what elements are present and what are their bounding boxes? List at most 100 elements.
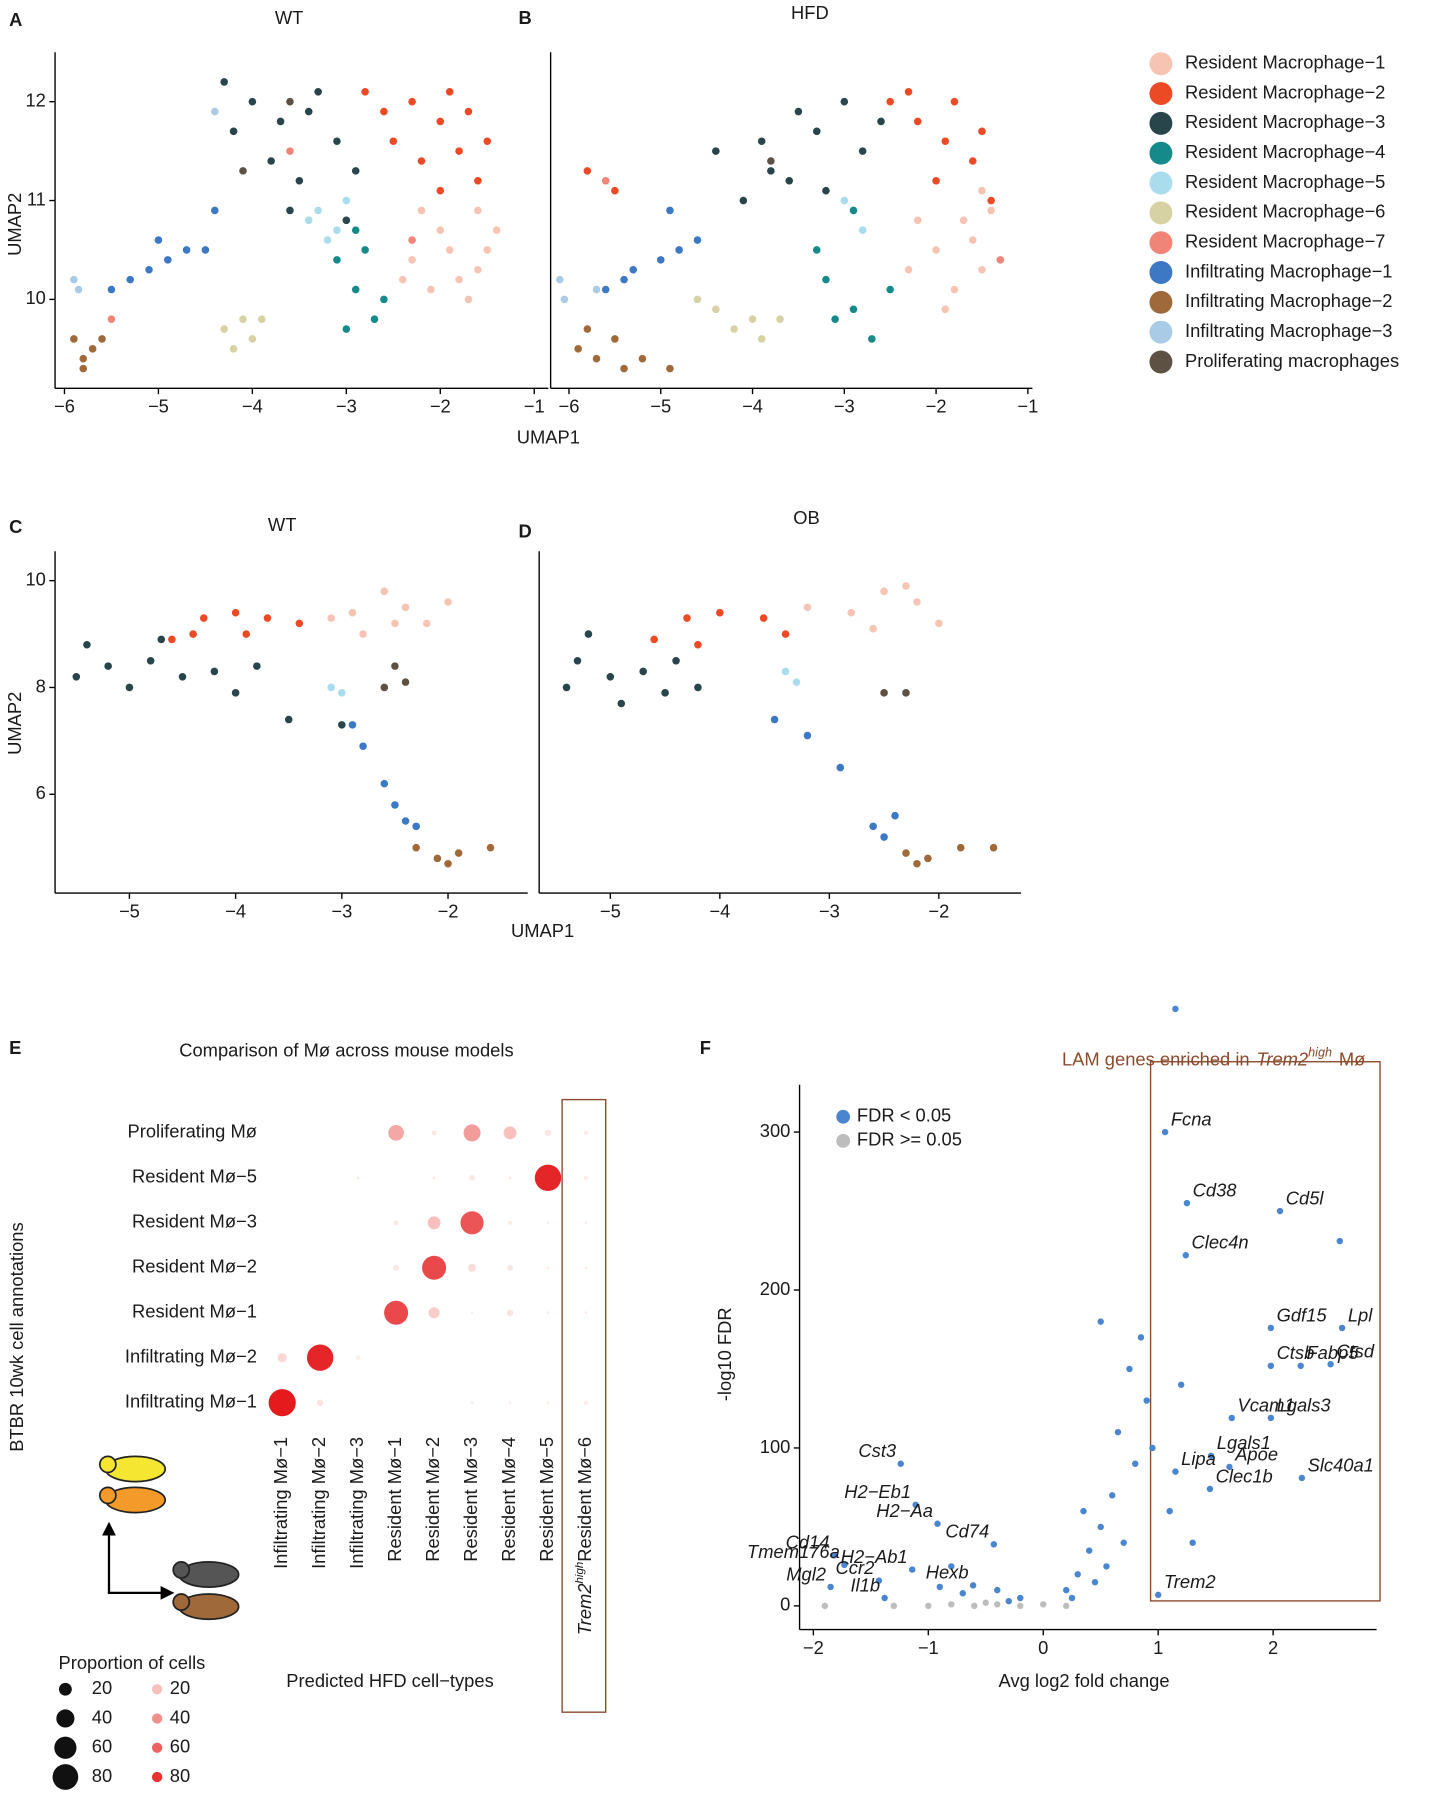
point <box>639 667 647 676</box>
legend-label: FDR >= 0.05 <box>857 1129 962 1150</box>
point <box>1267 1324 1275 1332</box>
point <box>556 275 564 284</box>
point <box>666 206 674 215</box>
point <box>827 1583 834 1591</box>
dot <box>467 1263 477 1272</box>
point <box>157 635 166 644</box>
size-legend-dot <box>56 1709 75 1728</box>
point <box>70 335 78 343</box>
point <box>574 345 582 353</box>
point <box>201 246 210 254</box>
annotation-text: LAM genes enriched in <box>1062 1048 1250 1069</box>
point <box>712 305 720 314</box>
y-tick-label: 0 <box>780 1594 790 1615</box>
x-tick-label: −4 <box>709 900 730 921</box>
point <box>231 689 240 697</box>
point <box>486 843 495 852</box>
point <box>584 630 593 638</box>
row-label: Resident Mø−1 <box>132 1301 257 1322</box>
point <box>210 667 219 676</box>
point <box>935 619 943 628</box>
point <box>1005 1597 1012 1605</box>
point <box>1207 1452 1215 1460</box>
point <box>936 1583 944 1591</box>
point <box>229 127 238 136</box>
y-tick-label: 6 <box>36 782 46 803</box>
point <box>562 683 571 692</box>
point <box>323 236 332 244</box>
x-tick-label: −5 <box>600 900 621 921</box>
size-legend-dot <box>52 1764 79 1790</box>
point <box>408 256 416 264</box>
gene-label: Vcam1 <box>1237 1394 1294 1415</box>
panel-letter: A <box>9 9 22 30</box>
point <box>880 833 888 841</box>
point <box>444 859 452 868</box>
point <box>436 117 445 126</box>
point <box>342 196 351 205</box>
y-tick-label: 300 <box>760 1120 791 1141</box>
point <box>1172 1005 1179 1013</box>
point <box>98 335 106 343</box>
x-tick-label: −6 <box>54 396 75 417</box>
point <box>1177 1381 1185 1388</box>
legend-label: FDR < 0.05 <box>857 1105 951 1126</box>
legend-swatch <box>1149 350 1173 374</box>
x-tick-label: −2 <box>438 900 459 921</box>
point <box>391 619 399 628</box>
point <box>812 246 821 254</box>
legend-title: Proportion of cells <box>59 1652 206 1673</box>
y-tick-label: 8 <box>36 675 46 696</box>
y-axis-label: UMAP2 <box>4 193 25 256</box>
dot <box>544 1129 552 1137</box>
point <box>712 147 720 155</box>
point <box>348 721 357 729</box>
point <box>821 1602 829 1610</box>
legend-swatch <box>1149 231 1173 255</box>
point <box>830 1552 838 1559</box>
point <box>286 97 294 106</box>
row-label: Resident Mø−2 <box>132 1256 257 1277</box>
point <box>959 1590 966 1597</box>
x-tick-label: −5 <box>119 900 140 921</box>
annotation: LAM genes enriched in Trem2high Mø <box>1062 1046 1365 1070</box>
point <box>1074 1571 1081 1578</box>
point <box>1276 1207 1284 1215</box>
x-axis-label: Predicted HFD cell−types <box>286 1670 493 1691</box>
point <box>231 608 240 617</box>
point <box>987 206 995 215</box>
point <box>849 305 858 314</box>
point <box>79 354 88 363</box>
point <box>1068 1594 1076 1602</box>
point <box>908 1566 916 1573</box>
point <box>994 1586 1001 1594</box>
point <box>950 285 959 294</box>
point <box>257 315 266 323</box>
legend-swatch <box>1149 201 1173 225</box>
point <box>182 246 191 254</box>
panel-title: WT <box>275 7 304 28</box>
x-tick-label: −5 <box>650 396 671 417</box>
point <box>342 216 351 225</box>
point <box>211 107 219 116</box>
gene-label: Lipa <box>1181 1448 1216 1469</box>
row-label: Infiltrating Mø−1 <box>125 1391 257 1412</box>
row-label: Infiltrating Mø−2 <box>125 1346 257 1367</box>
point <box>398 275 407 284</box>
point <box>822 275 830 284</box>
point <box>286 206 294 215</box>
column-label: Infiltrating Mø−1 <box>270 1437 291 1569</box>
size-legend-dot <box>54 1736 77 1759</box>
dot <box>469 1174 475 1181</box>
point <box>211 206 219 215</box>
point <box>617 699 626 708</box>
dot <box>507 1220 513 1225</box>
point <box>338 721 346 729</box>
point <box>164 256 172 264</box>
dot <box>546 1311 550 1315</box>
point <box>877 117 885 126</box>
y-tick-label: 11 <box>27 188 46 209</box>
dot <box>393 1264 399 1271</box>
dot <box>356 1176 360 1180</box>
dot <box>508 1401 512 1405</box>
